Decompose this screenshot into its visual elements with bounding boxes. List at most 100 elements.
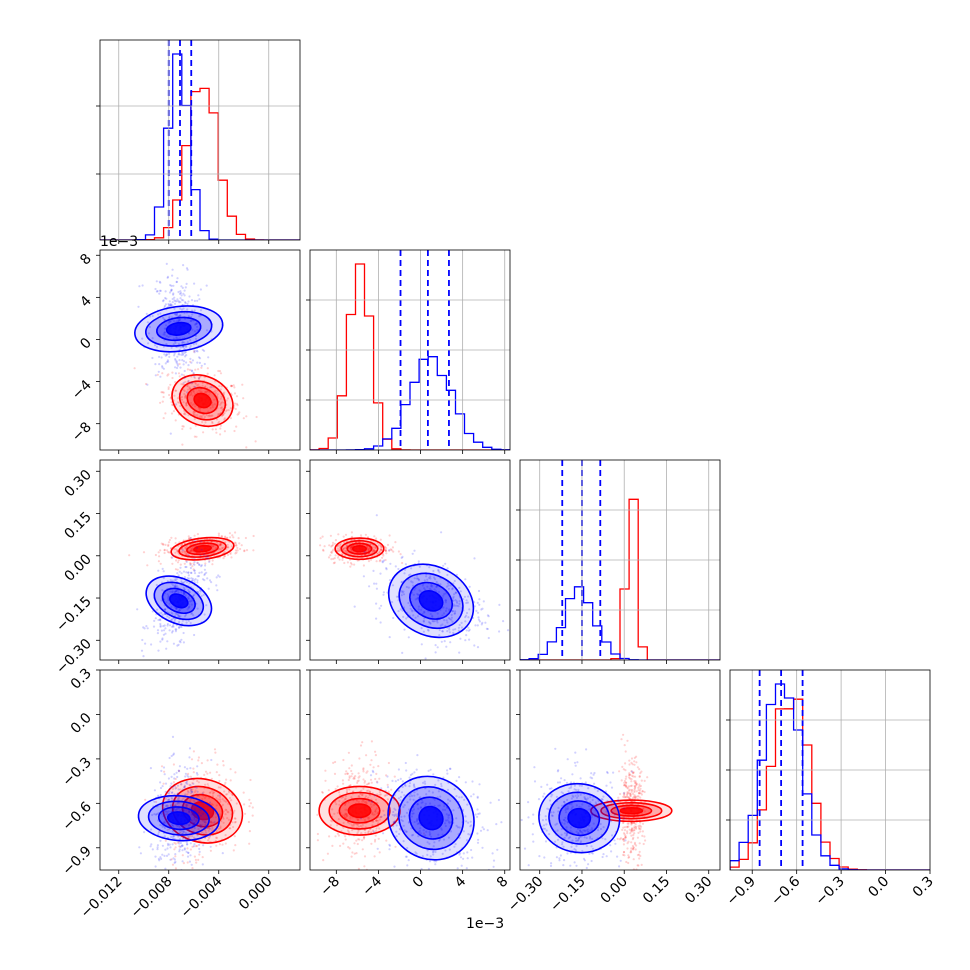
scatter-point — [466, 867, 468, 869]
scatter-point — [211, 386, 213, 388]
scatter-point — [628, 760, 630, 762]
scatter-point — [165, 290, 167, 292]
scatter-point — [144, 799, 146, 801]
scatter-series-1 — [134, 350, 258, 448]
scatter-point — [542, 795, 544, 797]
scatter-point — [193, 771, 195, 773]
scatter-point — [385, 567, 387, 569]
x-tick-label: −0.012 — [78, 874, 126, 922]
scatter-point — [150, 767, 152, 769]
scatter-point — [575, 865, 577, 867]
scatter-point — [197, 368, 199, 370]
scatter-point — [381, 557, 383, 559]
scatter-point — [332, 762, 334, 764]
y-tick-label: 0.15 — [61, 509, 94, 542]
y-tick-label: −8 — [69, 419, 95, 445]
scatter-point — [234, 844, 236, 846]
scatter-point — [170, 290, 172, 292]
scatter-point — [157, 632, 159, 634]
scatter-point — [233, 430, 235, 432]
scatter-point — [216, 589, 218, 591]
scatter-point — [613, 839, 615, 841]
scatter-point — [163, 855, 165, 857]
scatter-point — [215, 584, 217, 586]
scatter-point — [176, 776, 178, 778]
scatter-point — [633, 846, 635, 848]
scatter-point — [634, 843, 636, 845]
scatter-point — [197, 791, 199, 793]
scatter-point — [432, 773, 434, 775]
scatter-point — [386, 794, 388, 796]
scatter-point — [183, 641, 185, 643]
scatter-point — [634, 776, 636, 778]
scatter-point — [639, 851, 641, 853]
scatter-point — [351, 531, 353, 533]
scatter-point — [194, 369, 196, 371]
scatter-point — [156, 280, 158, 282]
scatter-point — [194, 570, 196, 572]
scatter-point — [434, 863, 436, 865]
scatter-point — [401, 562, 403, 564]
scatter-point — [172, 843, 174, 845]
scatter-point — [617, 797, 619, 799]
scatter-point — [569, 875, 571, 877]
scatter-point — [385, 790, 387, 792]
scatter-point — [446, 879, 448, 881]
scatter-point — [627, 857, 629, 859]
scatter-point — [176, 772, 178, 774]
scatter-point — [168, 541, 170, 543]
scatter-point — [170, 783, 172, 785]
scatter-point — [173, 848, 175, 850]
scatter-point — [219, 370, 221, 372]
scatter-point — [183, 374, 185, 376]
scatter-point — [467, 627, 469, 629]
scatter-point — [176, 572, 178, 574]
scatter-point — [507, 629, 509, 631]
scatter-point — [400, 553, 402, 555]
scatter-point — [171, 304, 173, 306]
scatter-point — [389, 636, 391, 638]
scatter-point — [383, 814, 385, 816]
scatter-point — [583, 858, 585, 860]
scatter-point — [248, 805, 250, 807]
scatter-point — [394, 776, 396, 778]
scatter-point — [201, 571, 203, 573]
scatter-point — [241, 384, 243, 386]
scatter-point — [164, 624, 166, 626]
scatter-point — [155, 617, 157, 619]
scatter-point — [375, 835, 377, 837]
scatter-point — [161, 637, 163, 639]
scatter-point — [168, 853, 170, 855]
scatter-point — [392, 546, 394, 548]
scatter-point — [469, 586, 471, 588]
scatter-point — [190, 848, 192, 850]
scatter-point — [153, 620, 155, 622]
scatter-point — [172, 285, 174, 287]
scatter-point — [159, 376, 161, 378]
scatter-point — [173, 763, 175, 765]
scatter-point — [444, 563, 446, 565]
scatter-point — [463, 852, 465, 854]
scatter-point — [362, 768, 364, 770]
scatter-point — [364, 782, 366, 784]
scatter-point — [641, 864, 643, 866]
scatter-point — [467, 857, 469, 859]
scatter-point — [631, 789, 633, 791]
scatter-point — [235, 552, 237, 554]
scatter-point — [231, 534, 233, 536]
scatter-point — [182, 352, 184, 354]
scatter-point — [187, 300, 189, 302]
scatter-point — [191, 778, 193, 780]
scatter-point — [585, 781, 587, 783]
grid-1-1 — [310, 250, 510, 450]
hist-series-1 — [520, 499, 720, 660]
scatter-point — [628, 823, 630, 825]
scatter-point — [646, 776, 648, 778]
scatter-point — [637, 874, 639, 876]
scatter-point — [173, 842, 175, 844]
scatter-point — [478, 783, 480, 785]
scatter-point — [478, 619, 480, 621]
scatter-point — [182, 789, 184, 791]
scatter-point — [194, 535, 196, 537]
scatter-point — [388, 762, 390, 764]
